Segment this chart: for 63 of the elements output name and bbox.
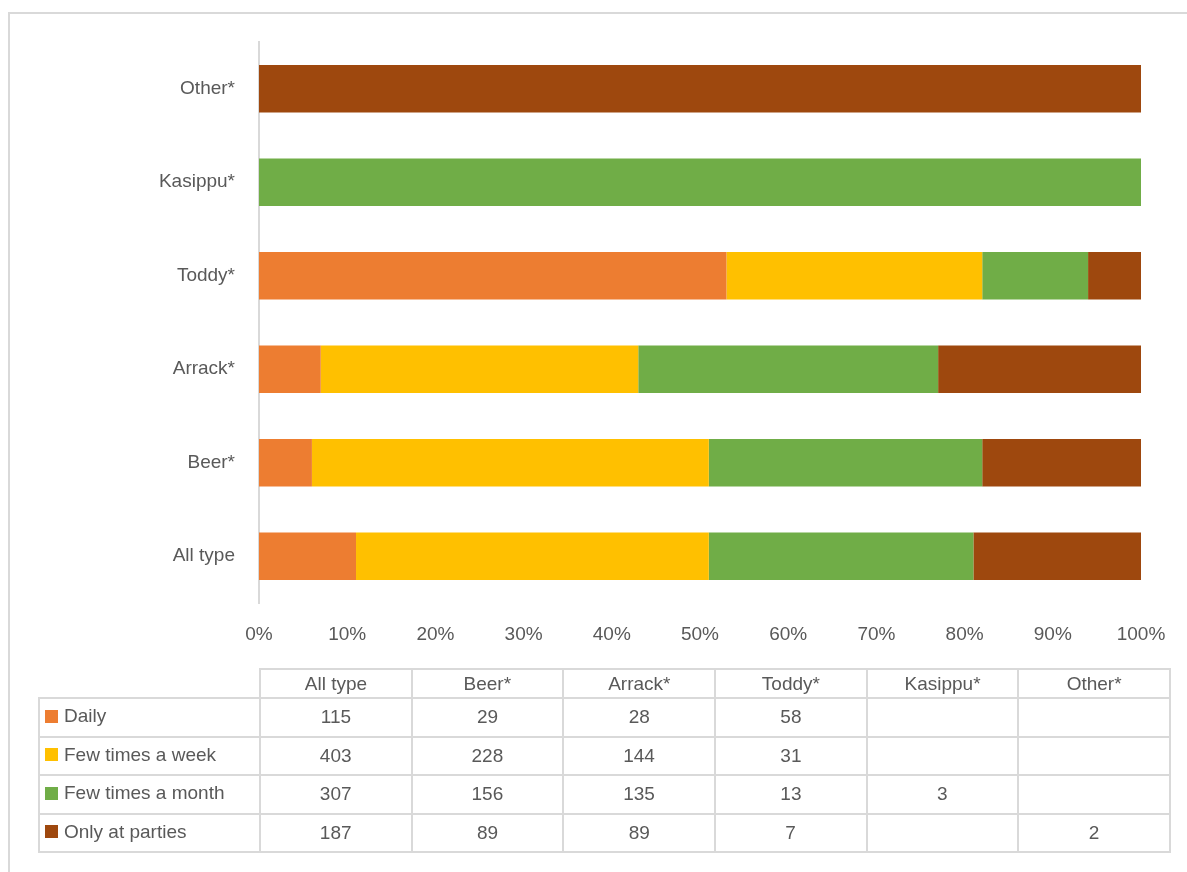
bar bbox=[1088, 251, 1141, 300]
category-label: Beer* bbox=[463, 672, 512, 695]
x-tick-label: 0% bbox=[245, 622, 273, 644]
data-label: 2 bbox=[1088, 821, 1100, 844]
bar bbox=[973, 532, 1141, 581]
x-tick-label: 30% bbox=[504, 622, 543, 644]
category-label: Arrack* bbox=[608, 672, 671, 695]
data-label: 403 bbox=[319, 744, 352, 767]
data-label: 228 bbox=[471, 744, 504, 767]
legend-label: Daily bbox=[64, 705, 107, 728]
bar bbox=[982, 438, 1141, 487]
bar bbox=[982, 251, 1089, 300]
x-tick-label: 70% bbox=[857, 622, 896, 644]
x-tick-label: 80% bbox=[945, 622, 984, 644]
y-tick-label: Beer* bbox=[187, 450, 236, 472]
bar bbox=[259, 251, 727, 300]
bar bbox=[638, 345, 939, 394]
y-tick-label: Other* bbox=[180, 76, 236, 98]
data-label: 13 bbox=[780, 783, 802, 806]
x-tick-label: 40% bbox=[592, 622, 631, 644]
category-label: Toddy* bbox=[761, 672, 820, 695]
data-label: 29 bbox=[477, 706, 499, 729]
x-tick-label: 60% bbox=[769, 622, 808, 644]
bar bbox=[708, 532, 974, 581]
data-label: 144 bbox=[623, 744, 655, 767]
data-label: 187 bbox=[319, 821, 352, 844]
legend-label: Few times a week bbox=[64, 743, 217, 766]
y-tick-label: Arrack* bbox=[172, 357, 236, 379]
category-label: Other* bbox=[1066, 672, 1122, 695]
bar bbox=[259, 345, 321, 394]
data-label: 89 bbox=[477, 821, 499, 844]
x-tick-label: 20% bbox=[416, 622, 455, 644]
data-label: 31 bbox=[780, 744, 802, 767]
x-tick-label: 10% bbox=[328, 622, 367, 644]
bar bbox=[259, 158, 1141, 207]
bar bbox=[708, 438, 983, 487]
bar bbox=[320, 345, 639, 394]
data-label: 3 bbox=[937, 783, 948, 806]
bar bbox=[259, 532, 357, 581]
data-label: 156 bbox=[471, 783, 504, 806]
bar bbox=[726, 251, 983, 300]
category-label: All type bbox=[304, 672, 368, 695]
data-label: 28 bbox=[628, 706, 650, 729]
bar bbox=[259, 438, 312, 487]
y-tick-label: Kasippu* bbox=[158, 170, 236, 192]
bar bbox=[356, 532, 709, 581]
x-tick-label: 90% bbox=[1033, 622, 1072, 644]
bar bbox=[259, 64, 1141, 113]
data-label: 115 bbox=[320, 706, 352, 729]
bar bbox=[938, 345, 1141, 394]
category-label: Kasippu* bbox=[904, 672, 981, 695]
data-label: 58 bbox=[780, 706, 802, 729]
x-tick-label: 50% bbox=[680, 622, 720, 644]
y-tick-label: Toddy* bbox=[176, 263, 236, 285]
legend-label: Only at parties bbox=[64, 820, 187, 843]
data-label: 135 bbox=[623, 783, 655, 806]
legend-label: Few times a month bbox=[64, 782, 225, 805]
data-label: 307 bbox=[319, 783, 352, 806]
y-tick-label: All type bbox=[172, 544, 235, 566]
data-label: 89 bbox=[628, 821, 650, 844]
bar bbox=[311, 438, 709, 487]
data-label: 7 bbox=[785, 821, 796, 844]
x-tick-label: 100% bbox=[1116, 622, 1166, 644]
